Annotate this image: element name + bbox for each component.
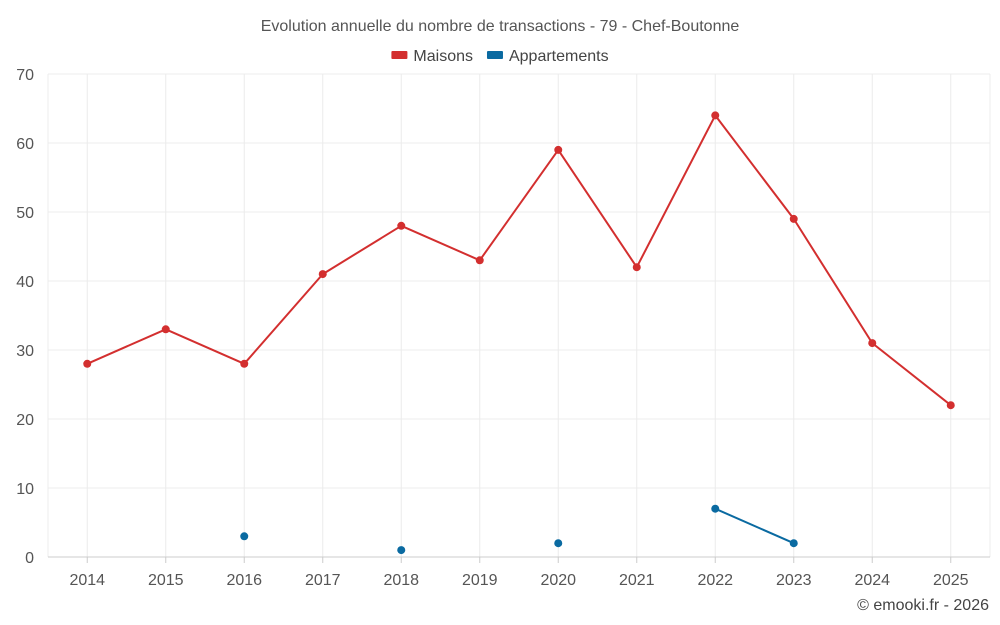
data-point-maisons-2020	[554, 145, 563, 154]
data-point-maisons-2019	[475, 256, 484, 265]
credit-text: © emooki.fr - 2026	[857, 597, 989, 614]
x-tick-label: 2025	[933, 572, 969, 589]
data-point-appartements-2023	[789, 539, 798, 548]
data-point-maisons-2023	[789, 214, 798, 223]
y-axis-ticks: 0 10 20 30 40 50 60 70	[16, 67, 34, 567]
y-tick-label: 60	[16, 136, 34, 153]
x-tick-label: 2017	[305, 572, 341, 589]
data-point-appartements-2016	[240, 532, 249, 541]
x-tick-label: 2020	[540, 572, 576, 589]
data-point-appartements-2020	[554, 539, 563, 548]
x-axis-ticks: 2014 2015 2016 2017 2018 2019 2020 2021 2022 2023…	[69, 557, 969, 589]
x-tick-label: 2014	[69, 572, 105, 589]
x-tick-label: 2024	[854, 572, 890, 589]
series-line-appartements	[714, 507, 795, 545]
y-tick-label: 30	[16, 343, 34, 360]
data-point-maisons-2024	[868, 339, 877, 348]
legend: Maisons Appartements	[391, 48, 609, 65]
y-tick-label: 50	[16, 205, 34, 222]
data-point-maisons-2018	[397, 221, 406, 230]
data-point-maisons-2016	[240, 359, 249, 368]
chart-title: Evolution annuelle du nombre de transact…	[261, 18, 740, 35]
x-tick-label: 2021	[619, 572, 655, 589]
legend-item-appartements: Appartements	[486, 48, 609, 65]
x-tick-label: 2023	[776, 572, 812, 589]
legend-label-maisons: Maisons	[413, 48, 473, 65]
legend-item-maisons: Maisons	[391, 48, 473, 65]
x-tick-label: 2022	[697, 572, 733, 589]
data-point-appartements-2022	[711, 504, 720, 513]
x-tick-label: 2018	[383, 572, 419, 589]
data-point-maisons-2022	[711, 111, 720, 120]
legend-swatch-appartements	[486, 51, 503, 59]
data-point-maisons-2015	[161, 325, 170, 334]
data-point-appartements-2018	[397, 546, 406, 555]
data-point-maisons-2014	[83, 359, 92, 368]
data-point-maisons-2021	[632, 263, 641, 272]
series-line-maisons	[86, 114, 952, 406]
legend-label-appartements: Appartements	[509, 48, 609, 65]
x-gridlines	[47, 74, 991, 557]
x-tick-label: 2015	[148, 572, 184, 589]
legend-swatch-maisons	[391, 51, 408, 59]
series-maisons	[83, 111, 955, 410]
series-appartements	[240, 504, 798, 555]
series-layer	[83, 111, 955, 555]
y-tick-label: 70	[16, 67, 34, 84]
data-point-maisons-2025	[946, 401, 955, 410]
x-tick-label: 2019	[462, 572, 498, 589]
y-tick-label: 40	[16, 274, 34, 291]
x-tick-label: 2016	[226, 572, 262, 589]
data-point-maisons-2017	[318, 270, 327, 279]
y-gridlines	[48, 73, 990, 489]
y-tick-label: 10	[16, 481, 34, 498]
y-tick-label: 20	[16, 412, 34, 429]
y-tick-label: 0	[25, 550, 34, 567]
